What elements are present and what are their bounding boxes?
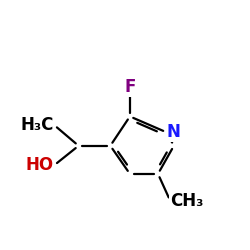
- Text: F: F: [124, 78, 136, 96]
- Text: CH₃: CH₃: [170, 192, 203, 210]
- Text: H₃C: H₃C: [21, 116, 54, 134]
- Text: HO: HO: [26, 156, 54, 174]
- Text: N: N: [166, 123, 180, 141]
